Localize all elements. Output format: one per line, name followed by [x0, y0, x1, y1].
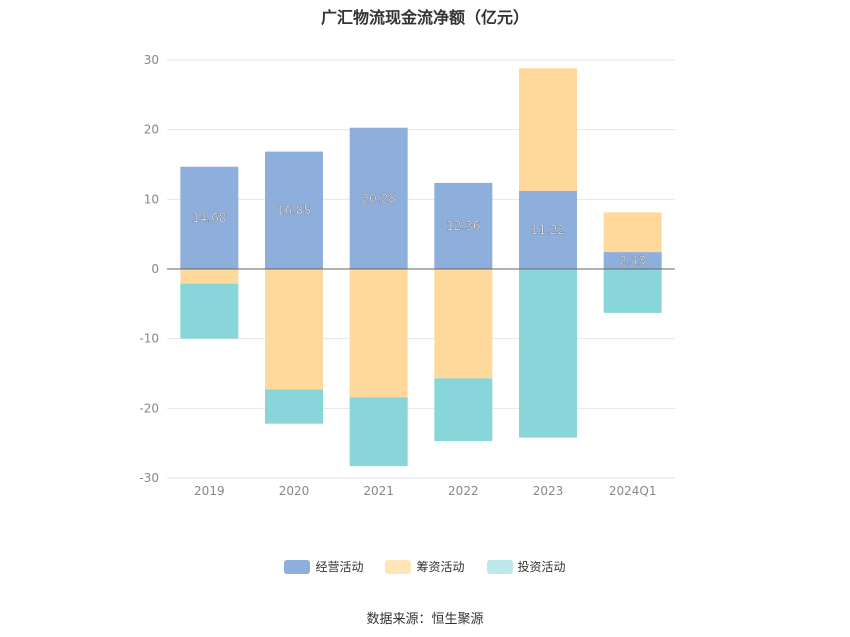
bar-segment[interactable]: [434, 269, 493, 379]
bar-segment[interactable]: [349, 269, 408, 398]
x-tick-label: 2024Q1: [609, 484, 657, 498]
data-label: 16.85: [277, 203, 311, 217]
data-label: 20.28: [361, 191, 395, 205]
y-tick-label: 10: [144, 192, 159, 206]
y-axis: 30 20 10 0 -10 -20 -30: [139, 53, 159, 485]
bar-segment[interactable]: [349, 397, 408, 467]
grid-lines: [167, 59, 675, 479]
legend-swatch-investing: [486, 559, 513, 574]
legend-swatch-operating: [284, 559, 311, 574]
x-axis: 2019 2020 2021 2022 2023 2024Q1: [194, 484, 656, 498]
bar-segment[interactable]: [349, 127, 408, 269]
y-tick-label: 20: [144, 123, 159, 137]
bar-segment[interactable]: [180, 283, 239, 339]
bar-segment[interactable]: [180, 269, 239, 284]
bar-segment[interactable]: [519, 190, 577, 269]
x-tick-label: 2021: [363, 484, 394, 498]
data-label: 12.36: [446, 219, 480, 233]
x-tick-label: 2023: [533, 484, 564, 498]
bar-segment[interactable]: [603, 252, 662, 269]
bar-segment[interactable]: [434, 182, 493, 269]
legend-item-financing[interactable]: 筹资活动: [385, 558, 465, 575]
bar-segment[interactable]: [265, 389, 323, 424]
data-source: 数据来源：恒生聚源: [366, 612, 484, 627]
bar-segment[interactable]: [519, 269, 577, 438]
legend-item-operating[interactable]: 经营活动: [284, 558, 363, 575]
legend-label-investing: 投资活动: [517, 560, 566, 574]
data-label: 2.43: [619, 254, 646, 268]
y-tick-label: -20: [139, 401, 159, 415]
legend: 经营活动 筹资活动 投资活动: [0, 558, 850, 575]
x-tick-label: 2019: [194, 484, 225, 498]
legend-swatch-financing: [385, 559, 412, 574]
bar-segment[interactable]: [265, 151, 323, 269]
chart-title: 广汇物流现金流净额（亿元）: [320, 8, 529, 27]
bar-segment[interactable]: [180, 166, 239, 269]
bar-segment[interactable]: [434, 378, 493, 442]
data-label: 14.68: [192, 211, 226, 225]
legend-label-financing: 筹资活动: [416, 560, 465, 574]
bar-segment[interactable]: [519, 68, 577, 191]
legend-item-investing[interactable]: 投资活动: [486, 558, 566, 575]
bar-segment[interactable]: [603, 269, 662, 313]
legend-label-operating: 经营活动: [315, 560, 364, 574]
bars: [180, 68, 662, 467]
y-tick-label: -30: [139, 471, 159, 485]
y-tick-label: 0: [151, 262, 159, 276]
data-labels: 14.68 16.85 20.28 12.36 11.22 2.43: [192, 191, 646, 268]
x-tick-label: 2022: [448, 484, 479, 498]
bar-segment[interactable]: [603, 212, 662, 253]
x-tick-label: 2020: [279, 484, 310, 498]
bar-segment[interactable]: [265, 269, 323, 390]
y-tick-label: 30: [144, 53, 159, 67]
chart-plot-area: 30 20 10 0 -10 -20 -30 14.68 16.85 20.28 12.36 11.…: [139, 53, 675, 498]
data-label: 11.22: [531, 223, 565, 237]
y-tick-label: -10: [139, 332, 159, 346]
